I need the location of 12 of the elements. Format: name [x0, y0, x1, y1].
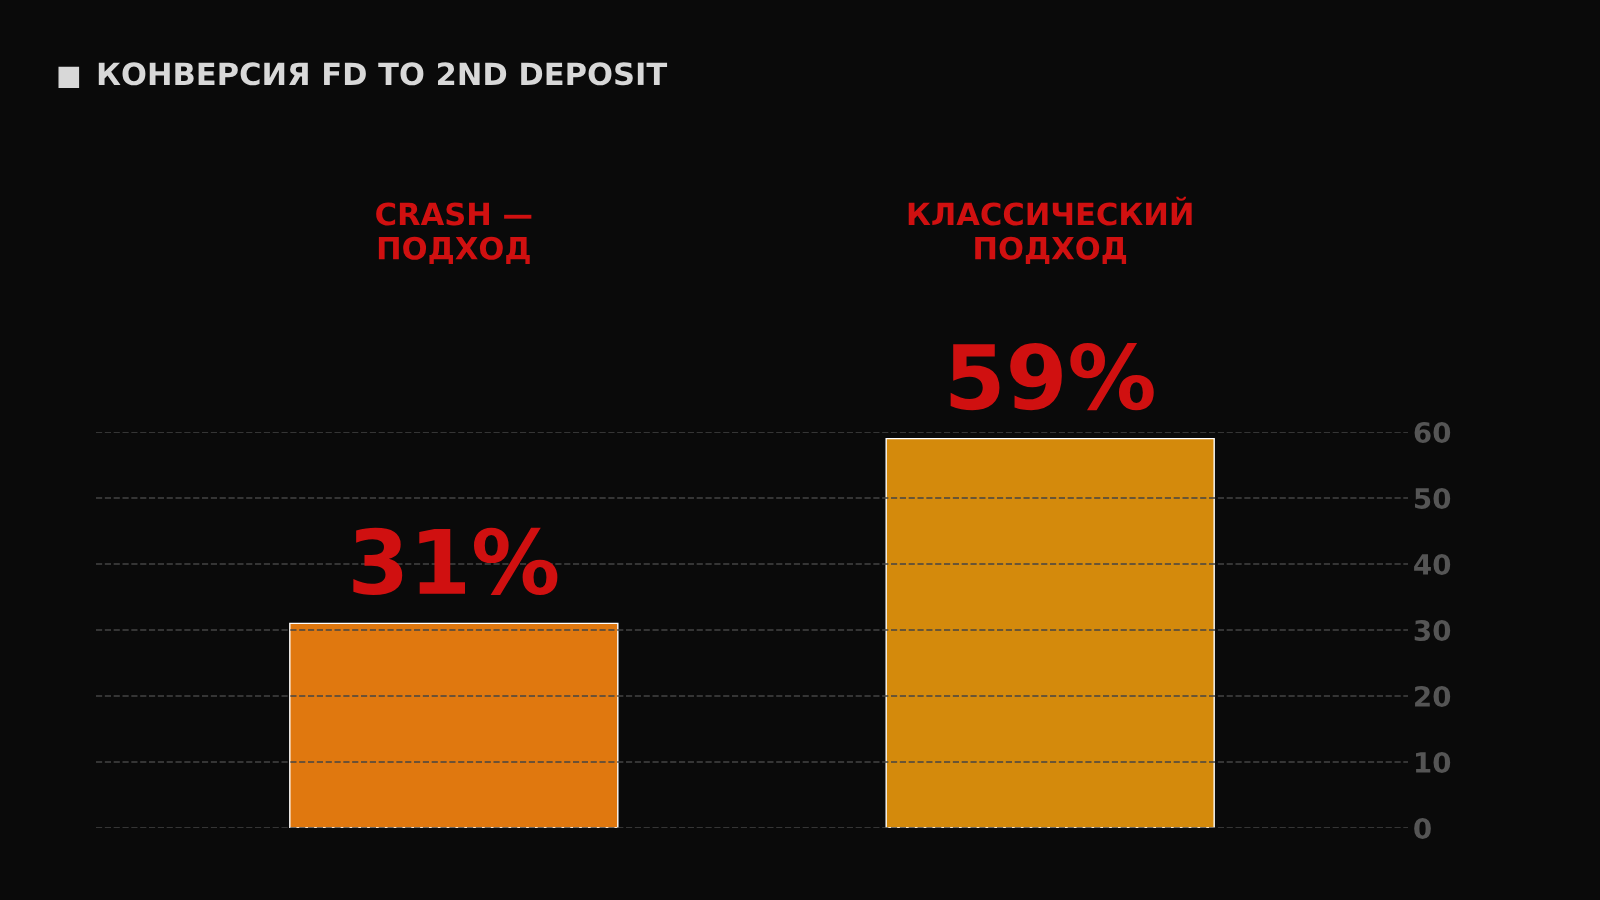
x-tick-label: CRASH — ПОДХОД — [376, 202, 532, 265]
x-tick-label: КЛАССИЧЕСКИЙ ПОДХОД — [908, 196, 1192, 265]
data-label: 31% — [353, 527, 558, 596]
y-tick-label: 60 — [1414, 421, 1451, 443]
y-tick-label: 20 — [1415, 685, 1451, 707]
chart-title: КОНВЕРСИЯ FD TO 2ND DEPOSIT — [98, 62, 668, 86]
data-label: 59% — [950, 343, 1154, 411]
y-tick-label: 50 — [1415, 487, 1451, 509]
y-tick-label: 30 — [1414, 619, 1451, 641]
y-tick-label: 40 — [1414, 553, 1451, 575]
y-tick-label: 10 — [1415, 751, 1451, 773]
y-tick-label: 0 — [1414, 817, 1431, 839]
